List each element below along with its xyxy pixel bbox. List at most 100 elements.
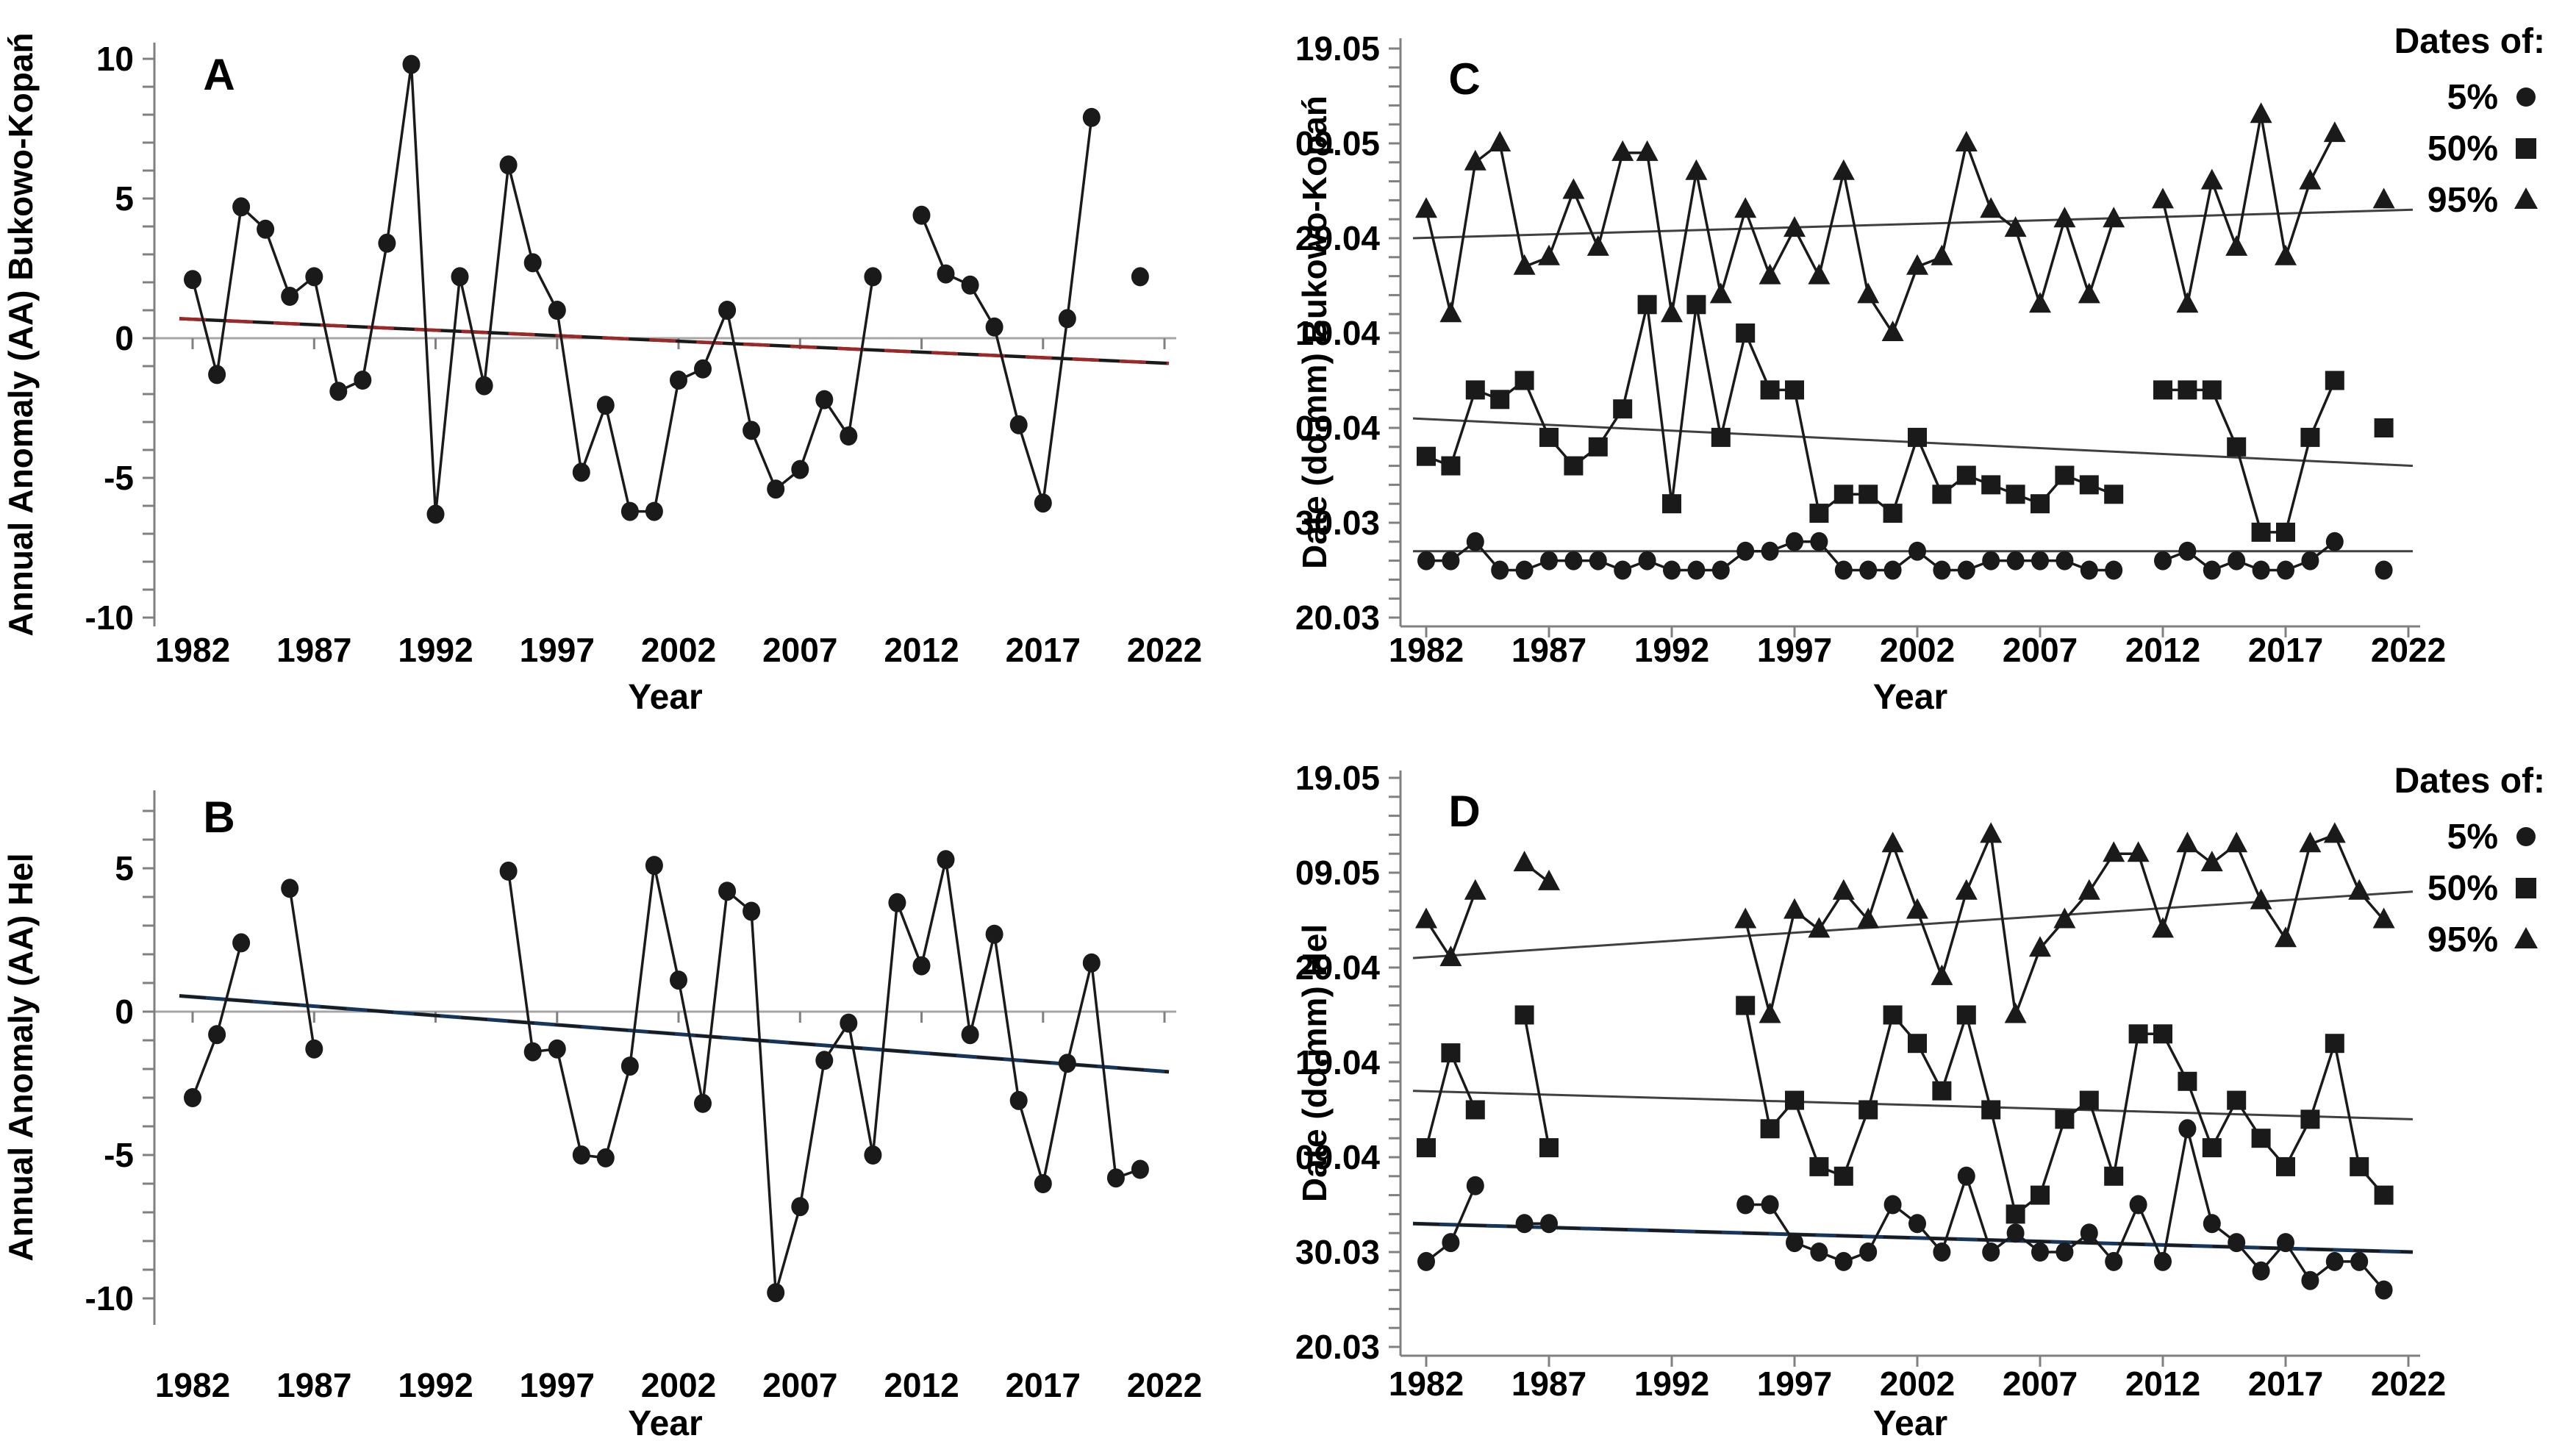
data-point-square — [2055, 465, 2075, 485]
y-tick-label: 10 — [96, 40, 134, 78]
trend-line — [179, 994, 1170, 1073]
data-point-circle — [2056, 1242, 2074, 1262]
legend-triangle-icon — [2514, 187, 2538, 209]
data-point-circle — [1106, 1168, 1125, 1188]
data-point-square — [2178, 1071, 2197, 1091]
data-point-triangle — [1980, 822, 2003, 843]
x-tick-label: 1982 — [1389, 1365, 1464, 1403]
data-point-circle — [305, 267, 323, 287]
y-tick-label: 19.04 — [1295, 1043, 1381, 1081]
y-axis-title: Date (dd.mm) Hel — [1295, 924, 1334, 1202]
data-point-circle — [718, 882, 737, 901]
y-tick-label: 0 — [115, 319, 134, 357]
data-point-circle — [523, 1042, 542, 1062]
data-point-circle — [1908, 541, 1926, 561]
x-tick-label: 1997 — [1757, 1365, 1832, 1403]
x-tick-label: 1987 — [1511, 1365, 1586, 1403]
data-point-circle — [912, 956, 931, 976]
data-point-circle — [1810, 1242, 1828, 1262]
data-point-circle — [451, 267, 469, 287]
data-point-circle — [743, 901, 761, 921]
data-point-triangle — [1562, 178, 1585, 199]
data-point-circle — [2154, 1251, 2172, 1271]
data-point-circle — [2105, 1251, 2123, 1271]
x-tick-label: 2022 — [2371, 1365, 2446, 1403]
data-point-square — [1760, 1119, 1780, 1139]
data-point-circle — [1687, 560, 1706, 580]
y-axis-title: Annual Anomaly (AA) Hel — [1, 853, 40, 1261]
x-tick-label: 1992 — [398, 1366, 473, 1404]
legend-item-label: 5% — [2447, 78, 2498, 117]
x-tick-label: 2012 — [884, 1366, 959, 1404]
panel-A: 1982 1987 1992 1997 2002 2007 2012 2017 2022 10 5 0… — [1, 32, 1202, 717]
data-point-triangle — [1906, 898, 1928, 919]
data-point-circle — [572, 1145, 590, 1165]
data-point-circle — [2252, 560, 2270, 580]
data-point-square — [1514, 1005, 1534, 1025]
data-point-triangle — [1685, 159, 1708, 180]
data-point-triangle — [1538, 869, 1560, 890]
x-tick-label: 2017 — [1006, 631, 1081, 669]
x-tick-label: 2012 — [2125, 631, 2200, 669]
legend: Dates of: 5% 50% 95% — [2394, 762, 2545, 959]
y-tick-label: 29.04 — [1295, 219, 1381, 257]
y-tick-label: 20.03 — [1295, 1328, 1380, 1366]
data-point-square — [2374, 1185, 2394, 1205]
data-point-circle — [840, 1013, 858, 1033]
data-point-triangle — [1857, 282, 1880, 304]
data-point-circle — [184, 270, 201, 290]
data-point-square — [1686, 295, 1706, 315]
data-point-triangle — [1538, 244, 1560, 265]
data-point-circle — [2301, 551, 2319, 571]
data-point-circle — [2301, 1270, 2319, 1290]
data-point-triangle — [2250, 888, 2272, 909]
data-point-circle — [1736, 541, 1755, 561]
data-point-circle — [2203, 560, 2221, 580]
x-tick-label: 2022 — [1127, 631, 1202, 669]
y-tick-label: -5 — [104, 459, 134, 497]
data-point-circle — [1834, 1251, 1853, 1271]
data-point-square — [1613, 399, 1633, 419]
data-point-circle — [1417, 551, 1435, 571]
data-point-circle — [2228, 551, 2246, 571]
data-point-circle — [1933, 1242, 1951, 1262]
data-point-triangle — [1439, 945, 1462, 967]
data-point-circle — [208, 365, 226, 385]
data-point-circle — [1034, 1174, 1052, 1193]
data-point-square — [1539, 427, 1559, 447]
data-point-square — [1785, 380, 1804, 400]
x-axis-title: Year — [628, 678, 702, 717]
data-point-square — [1785, 1090, 1804, 1110]
data-point-circle — [257, 219, 275, 239]
y-tick-label: 29.04 — [1295, 948, 1381, 987]
data-point-circle — [1417, 1251, 1435, 1271]
data-point-circle — [1466, 532, 1484, 551]
data-point-circle — [402, 54, 421, 74]
data-point-triangle — [2103, 841, 2125, 862]
data-point-circle — [1957, 560, 1975, 580]
data-point-circle — [2375, 560, 2393, 580]
data-point-triangle — [1881, 321, 1904, 341]
data-point-square — [2325, 371, 2344, 390]
data-point-circle — [2056, 551, 2074, 571]
data-point-triangle — [1759, 263, 1781, 285]
legend-circle-icon — [2516, 827, 2536, 846]
data-point-circle — [523, 253, 542, 273]
data-point-circle — [1515, 560, 1534, 580]
data-point-triangle — [1586, 235, 1609, 256]
data-point-circle — [791, 1197, 809, 1217]
data-point-square — [1883, 1005, 1903, 1025]
data-point-triangle — [2004, 216, 2027, 237]
data-point-square — [1711, 427, 1731, 447]
data-point-square — [1539, 1138, 1559, 1158]
data-point-circle — [1786, 532, 1803, 551]
x-tick-label: 2002 — [641, 631, 716, 669]
x-tick-label: 1992 — [398, 631, 473, 669]
data-point-circle — [985, 924, 1003, 944]
data-point-square — [1981, 1100, 2001, 1120]
data-point-triangle — [2127, 841, 2150, 862]
data-point-triangle — [2225, 832, 2248, 853]
data-point-circle — [1786, 1233, 1803, 1253]
data-point-circle — [718, 301, 737, 320]
